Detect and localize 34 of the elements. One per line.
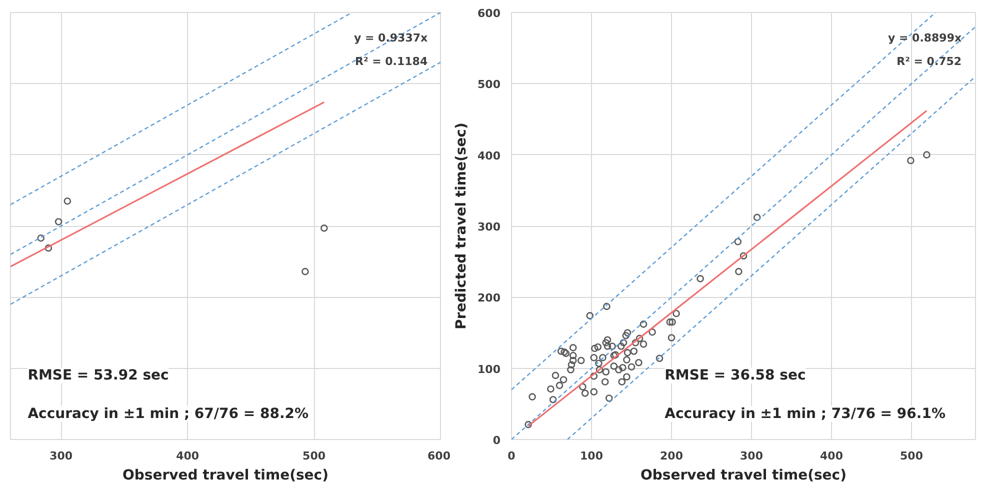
point (302, 268, 309, 276)
x-tick-label: 400 (176, 450, 200, 462)
y-tick-label: 100 (478, 362, 501, 376)
y-tick-label: 200 (478, 292, 501, 305)
x-tick-label: 100 (580, 450, 604, 462)
annotation: RMSE = 53.92 sec (28, 367, 169, 384)
x-tick-label: 300 (50, 450, 73, 462)
y-axis-title: Predicted travel time(sec) (454, 122, 470, 330)
y-tick-label: 300 (478, 220, 501, 234)
point (37, 234, 45, 242)
x-tick-label: 500 (900, 450, 924, 462)
x-tick-label: 500 (302, 450, 326, 462)
y-tick-label: 400 (478, 149, 501, 162)
annotation: RMSE = 36.58 sec (664, 367, 806, 384)
annotation: Accuracy in ±1 min ; 67/76 = 88.2% (28, 406, 309, 422)
x-tick-label: 200 (660, 450, 684, 462)
annotation: y = 0.8899x (888, 32, 962, 45)
point (64, 197, 72, 205)
x-tick-label: 400 (820, 450, 844, 462)
x-axis-title: Observed travel time(sec) (122, 468, 329, 484)
x-tick-label: 0 (508, 450, 516, 462)
x-axis-title: Observed travel time(sec) (640, 468, 847, 484)
annotation: R² = 0.1184 (354, 55, 428, 68)
annotation: Accuracy in ±1 min ; 73/76 = 96.1% (664, 406, 946, 422)
point (320, 224, 328, 232)
annotation: R² = 0.752 (896, 55, 962, 68)
annotation: y = 0.9337x (354, 32, 428, 45)
point (44, 244, 52, 252)
y-tick-label: 500 (478, 78, 501, 92)
x-tick-label: 300 (740, 450, 764, 462)
point (54, 218, 62, 226)
y-tick-label: 600 (478, 7, 501, 20)
x-tick-label: 600 (428, 450, 451, 462)
y-tick-label: 0 (492, 434, 501, 447)
